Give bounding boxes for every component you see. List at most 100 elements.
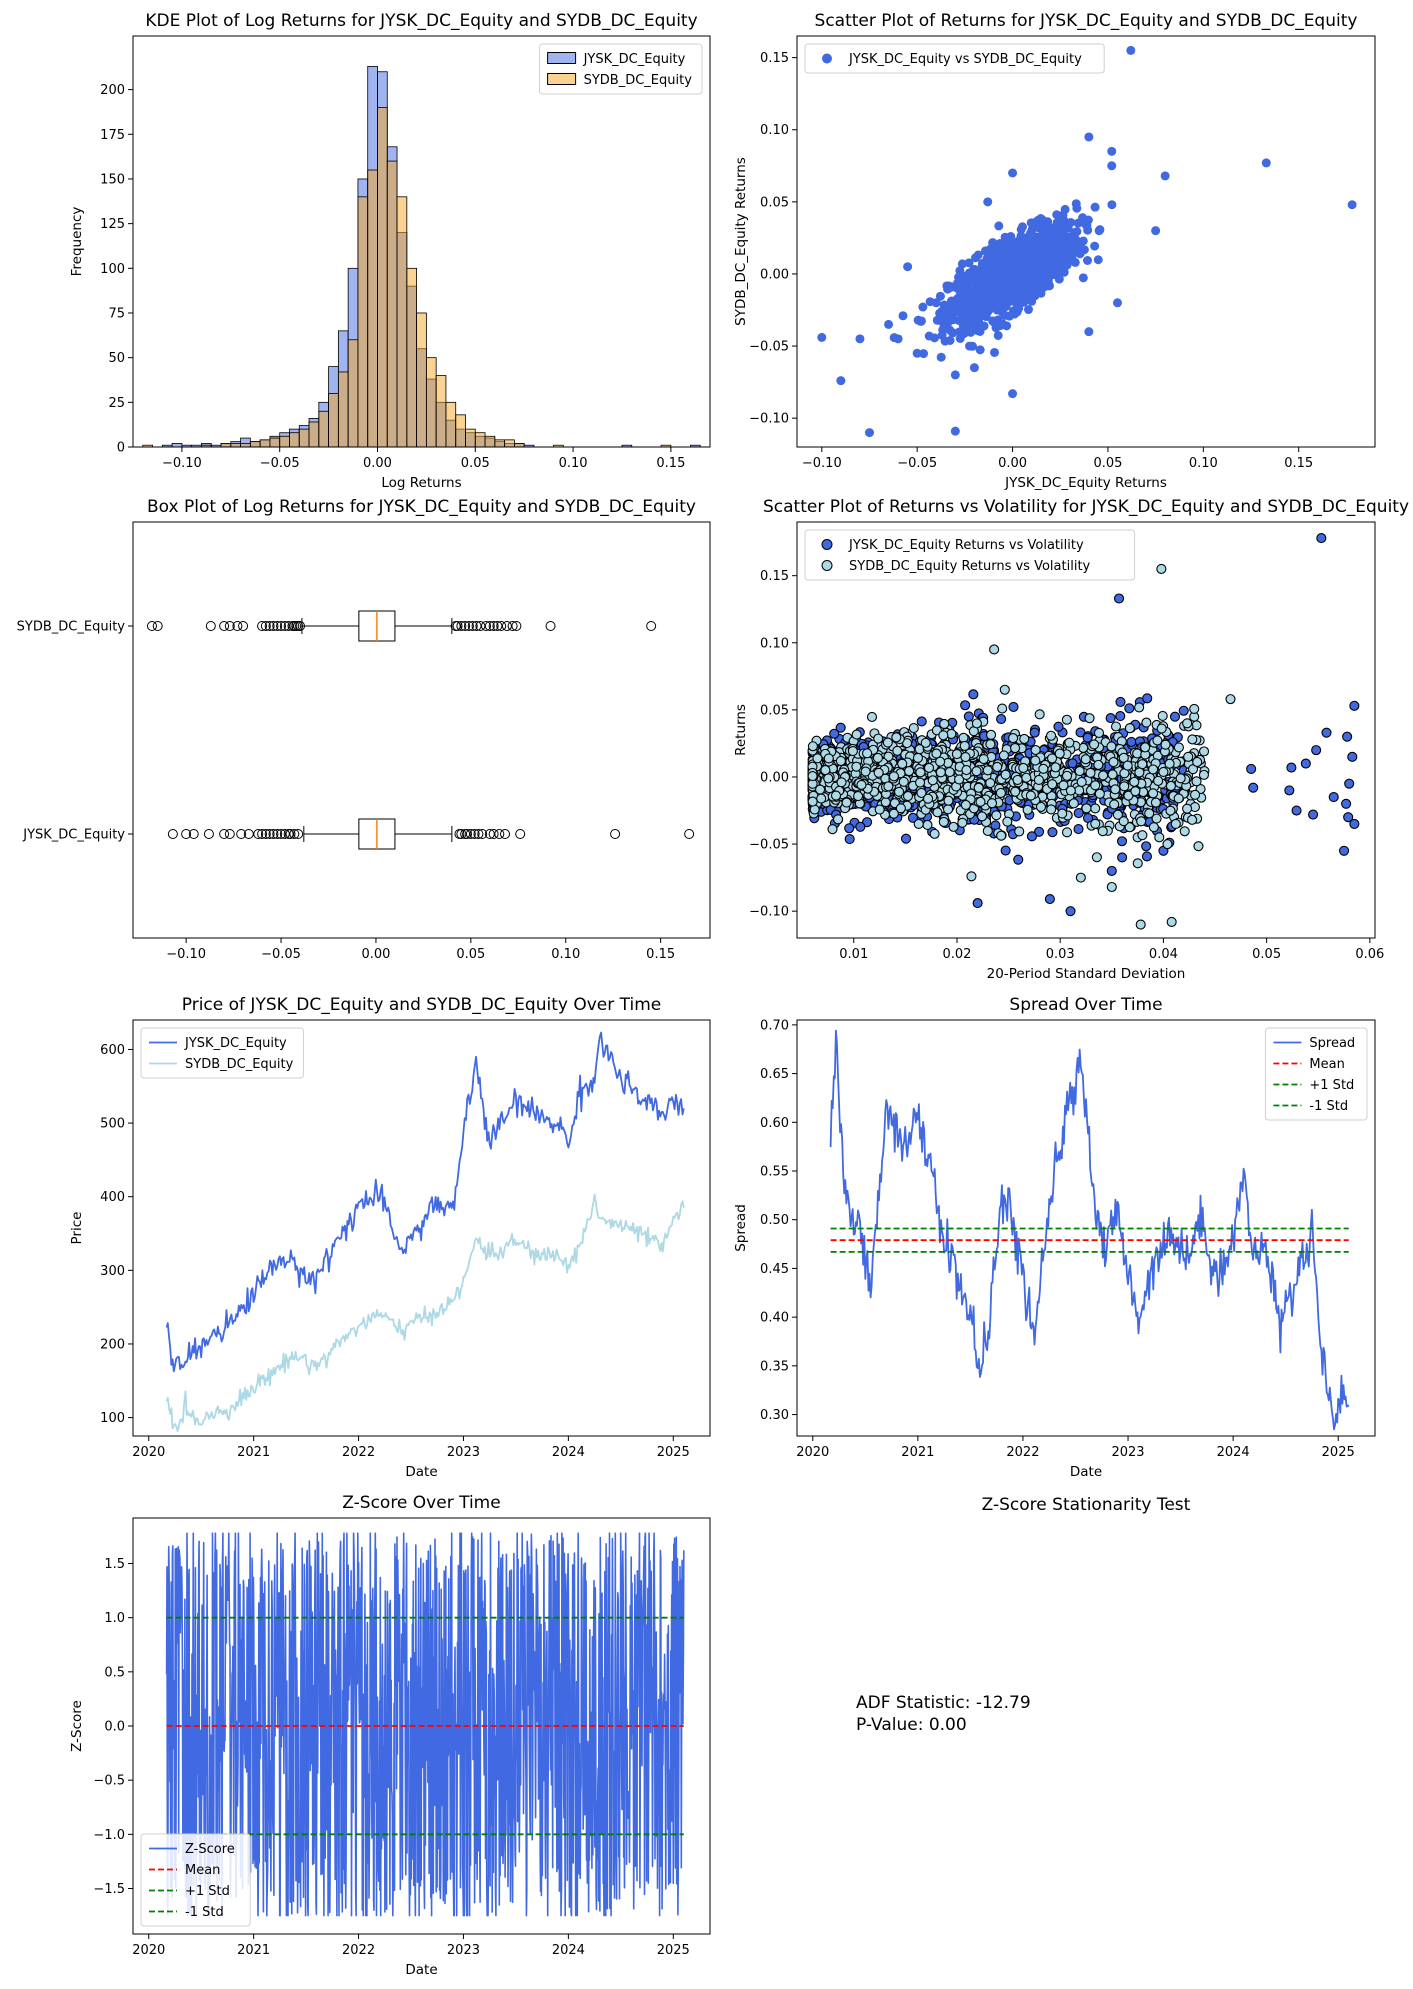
scatter-point [1075,249,1085,259]
y-tick-label: 150 [100,172,125,187]
scatter-point [1014,826,1025,837]
y-tick-label: 0.10 [760,636,789,651]
hist-bar [289,432,300,447]
scatter-point [908,723,919,734]
y-tick-label: −0.5 [93,1774,125,1789]
y-tick-label: 0.05 [760,195,789,210]
hist-bar [220,443,232,447]
scatter-point [1225,694,1236,705]
legend-box [539,43,703,95]
scatter-point [945,325,955,335]
scatter-point [1118,816,1129,827]
hist-bar [474,432,486,447]
scatter-point [1140,742,1151,753]
chart-panel-2: Scatter Plot of Returns for JYSK_DC_Equi… [733,11,1376,491]
scatter-point [1193,841,1204,852]
y-tick-label: 600 [100,1043,125,1058]
scatter-point [1034,709,1045,720]
scatter-point [1090,241,1100,251]
scatter-point [1338,845,1350,856]
legend: JYSK_DC_Equity SYDB_DC_Equity [140,1027,304,1079]
scatter-point [1344,778,1355,789]
scatter-point [938,816,949,827]
scatter-point [1082,732,1093,743]
flier [465,829,476,839]
y-tick-label: 0.50 [760,1213,789,1228]
scatter-point [1064,737,1075,748]
scatter-point [903,262,913,272]
flier [253,829,264,839]
scatter-point [1012,774,1023,786]
scatter-point [1124,822,1135,833]
x-tick-label: −0.05 [261,947,301,962]
scatter-point [1000,769,1011,780]
scatter-point [968,277,978,287]
scatter-point [916,716,927,727]
x-tick-label: 0.05 [461,456,490,471]
scatter-point [985,778,996,789]
chart-panel-3: Box Plot of Log Returns for JYSK_DC_Equi… [17,497,711,962]
scatter-point [1137,830,1148,841]
chart-title: Price of JYSK_DC_Equity and SYDB_DC_Equi… [182,995,661,1015]
scatter-point [1291,805,1302,816]
scatter-point [888,771,899,782]
scatter-point [1061,770,1073,781]
scatter-point [1110,784,1121,795]
scatter-point [1094,226,1104,236]
scatter-point [1033,826,1045,837]
scatter-point [853,790,864,802]
legend-label: JYSK_DC_Equity Returns vs Volatility [848,538,1084,553]
scatter-point [883,781,894,792]
scatter-point [1028,251,1038,261]
scatter-point [996,830,1007,841]
x-tick-label: 0.10 [1189,456,1218,471]
flier [515,829,526,839]
scatter-point [1061,252,1071,262]
chart-title: KDE Plot of Log Returns for JYSK_DC_Equi… [145,11,697,31]
flier [293,829,304,839]
scatter-point [1141,841,1152,852]
scatter-point [975,345,985,355]
scatter-point [1093,759,1104,770]
scatter-point [956,299,966,309]
scatter-point [1286,762,1297,773]
scatter-point [944,766,955,778]
legend-marker [822,53,832,64]
scatter-point [1046,753,1058,764]
legend-label: SYDB_DC_Equity [185,1057,294,1072]
scatter-point [1246,763,1257,774]
scatter-point [1008,293,1018,303]
scatter-point [1169,711,1181,722]
scatter-point [1000,845,1011,856]
scatter-point [1148,788,1159,799]
scatter-point [1024,294,1034,304]
scatter-point [1347,200,1357,210]
scatter-point [873,733,884,744]
scatter-point [922,793,934,804]
y-tick-label: 100 [100,1411,125,1426]
scatter-point [999,684,1010,695]
scatter-point [965,287,975,297]
scatter-point [1109,799,1120,810]
hist-bar [240,443,251,447]
scatter-point [1132,858,1143,869]
scatter-point [957,312,967,322]
x-tick-label: 2022 [342,1445,375,1460]
scatter-point [1019,733,1030,744]
scatter-point [929,828,940,839]
y-tick-label: 100 [100,262,125,277]
scatter-point [1107,200,1117,210]
scatter-point [1170,818,1181,829]
scatter-point [987,277,997,287]
scatter-point [960,700,971,711]
scatter-point [823,753,834,764]
plot-area [829,1029,1350,1431]
scatter-point [1083,256,1093,266]
scatter-point [947,296,957,306]
x-tick-label: −0.10 [162,456,202,471]
scatter-point [835,755,846,767]
scatter-point [807,771,818,782]
scatter-point [973,782,984,793]
x-tick-label: 0.06 [1355,947,1384,962]
scatter-point [944,283,954,293]
